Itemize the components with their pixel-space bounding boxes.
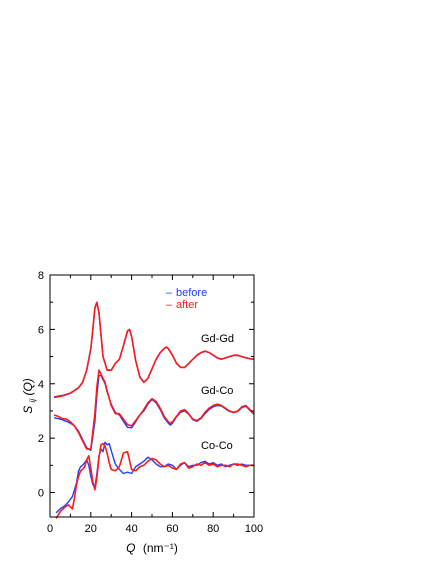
ticks-layer: 0 20 40 60 80 100 0 2 4 6 8 bbox=[38, 270, 263, 535]
series-line-co-co-before bbox=[55, 441, 254, 514]
x-tick-label-60: 60 bbox=[166, 523, 178, 535]
x-tick-label-100: 100 bbox=[245, 523, 263, 535]
y-axis-symbol: S bbox=[21, 406, 35, 414]
y-axis-argument: (Q) bbox=[21, 378, 35, 395]
x-tick-label-40: 40 bbox=[125, 523, 137, 535]
y-tick-label-6: 6 bbox=[38, 324, 44, 336]
x-axis-unit: (nm⁻¹) bbox=[143, 541, 178, 555]
y-axis-title-group: S ij (Q) bbox=[21, 378, 38, 414]
x-axis-title: Q (nm⁻¹) bbox=[126, 541, 178, 555]
curve-label-gd-co: Gd-Co bbox=[201, 385, 233, 397]
y-tick-label-4: 4 bbox=[38, 379, 44, 391]
y-axis-subscript: ij bbox=[28, 399, 37, 403]
series-line-gd-gd-before bbox=[53, 302, 255, 398]
y-tick-label-8: 8 bbox=[38, 270, 44, 282]
y-tick-label-0: 0 bbox=[38, 488, 44, 500]
series-line-gd-co-after bbox=[53, 369, 255, 450]
x-tick-label-0: 0 bbox=[47, 523, 53, 535]
x-axis-symbol: Q bbox=[126, 541, 135, 555]
x-tick-label-80: 80 bbox=[207, 523, 219, 535]
y-axis-title: S ij (Q) bbox=[21, 378, 38, 414]
legend-dash-before: – bbox=[166, 287, 173, 299]
curve-label-gd-gd: Gd-Gd bbox=[201, 333, 234, 345]
legend: – before – after bbox=[166, 287, 207, 311]
series-layer bbox=[53, 301, 255, 519]
series-line-gd-gd-after bbox=[53, 301, 255, 399]
series-line-co-co-after bbox=[55, 442, 254, 519]
y-tick-label-2: 2 bbox=[38, 433, 44, 445]
legend-label-after: after bbox=[176, 299, 198, 311]
legend-label-before: before bbox=[176, 287, 207, 299]
curve-label-co-co: Co-Co bbox=[201, 440, 233, 452]
legend-dash-after: – bbox=[166, 299, 173, 311]
x-tick-label-20: 20 bbox=[85, 523, 97, 535]
